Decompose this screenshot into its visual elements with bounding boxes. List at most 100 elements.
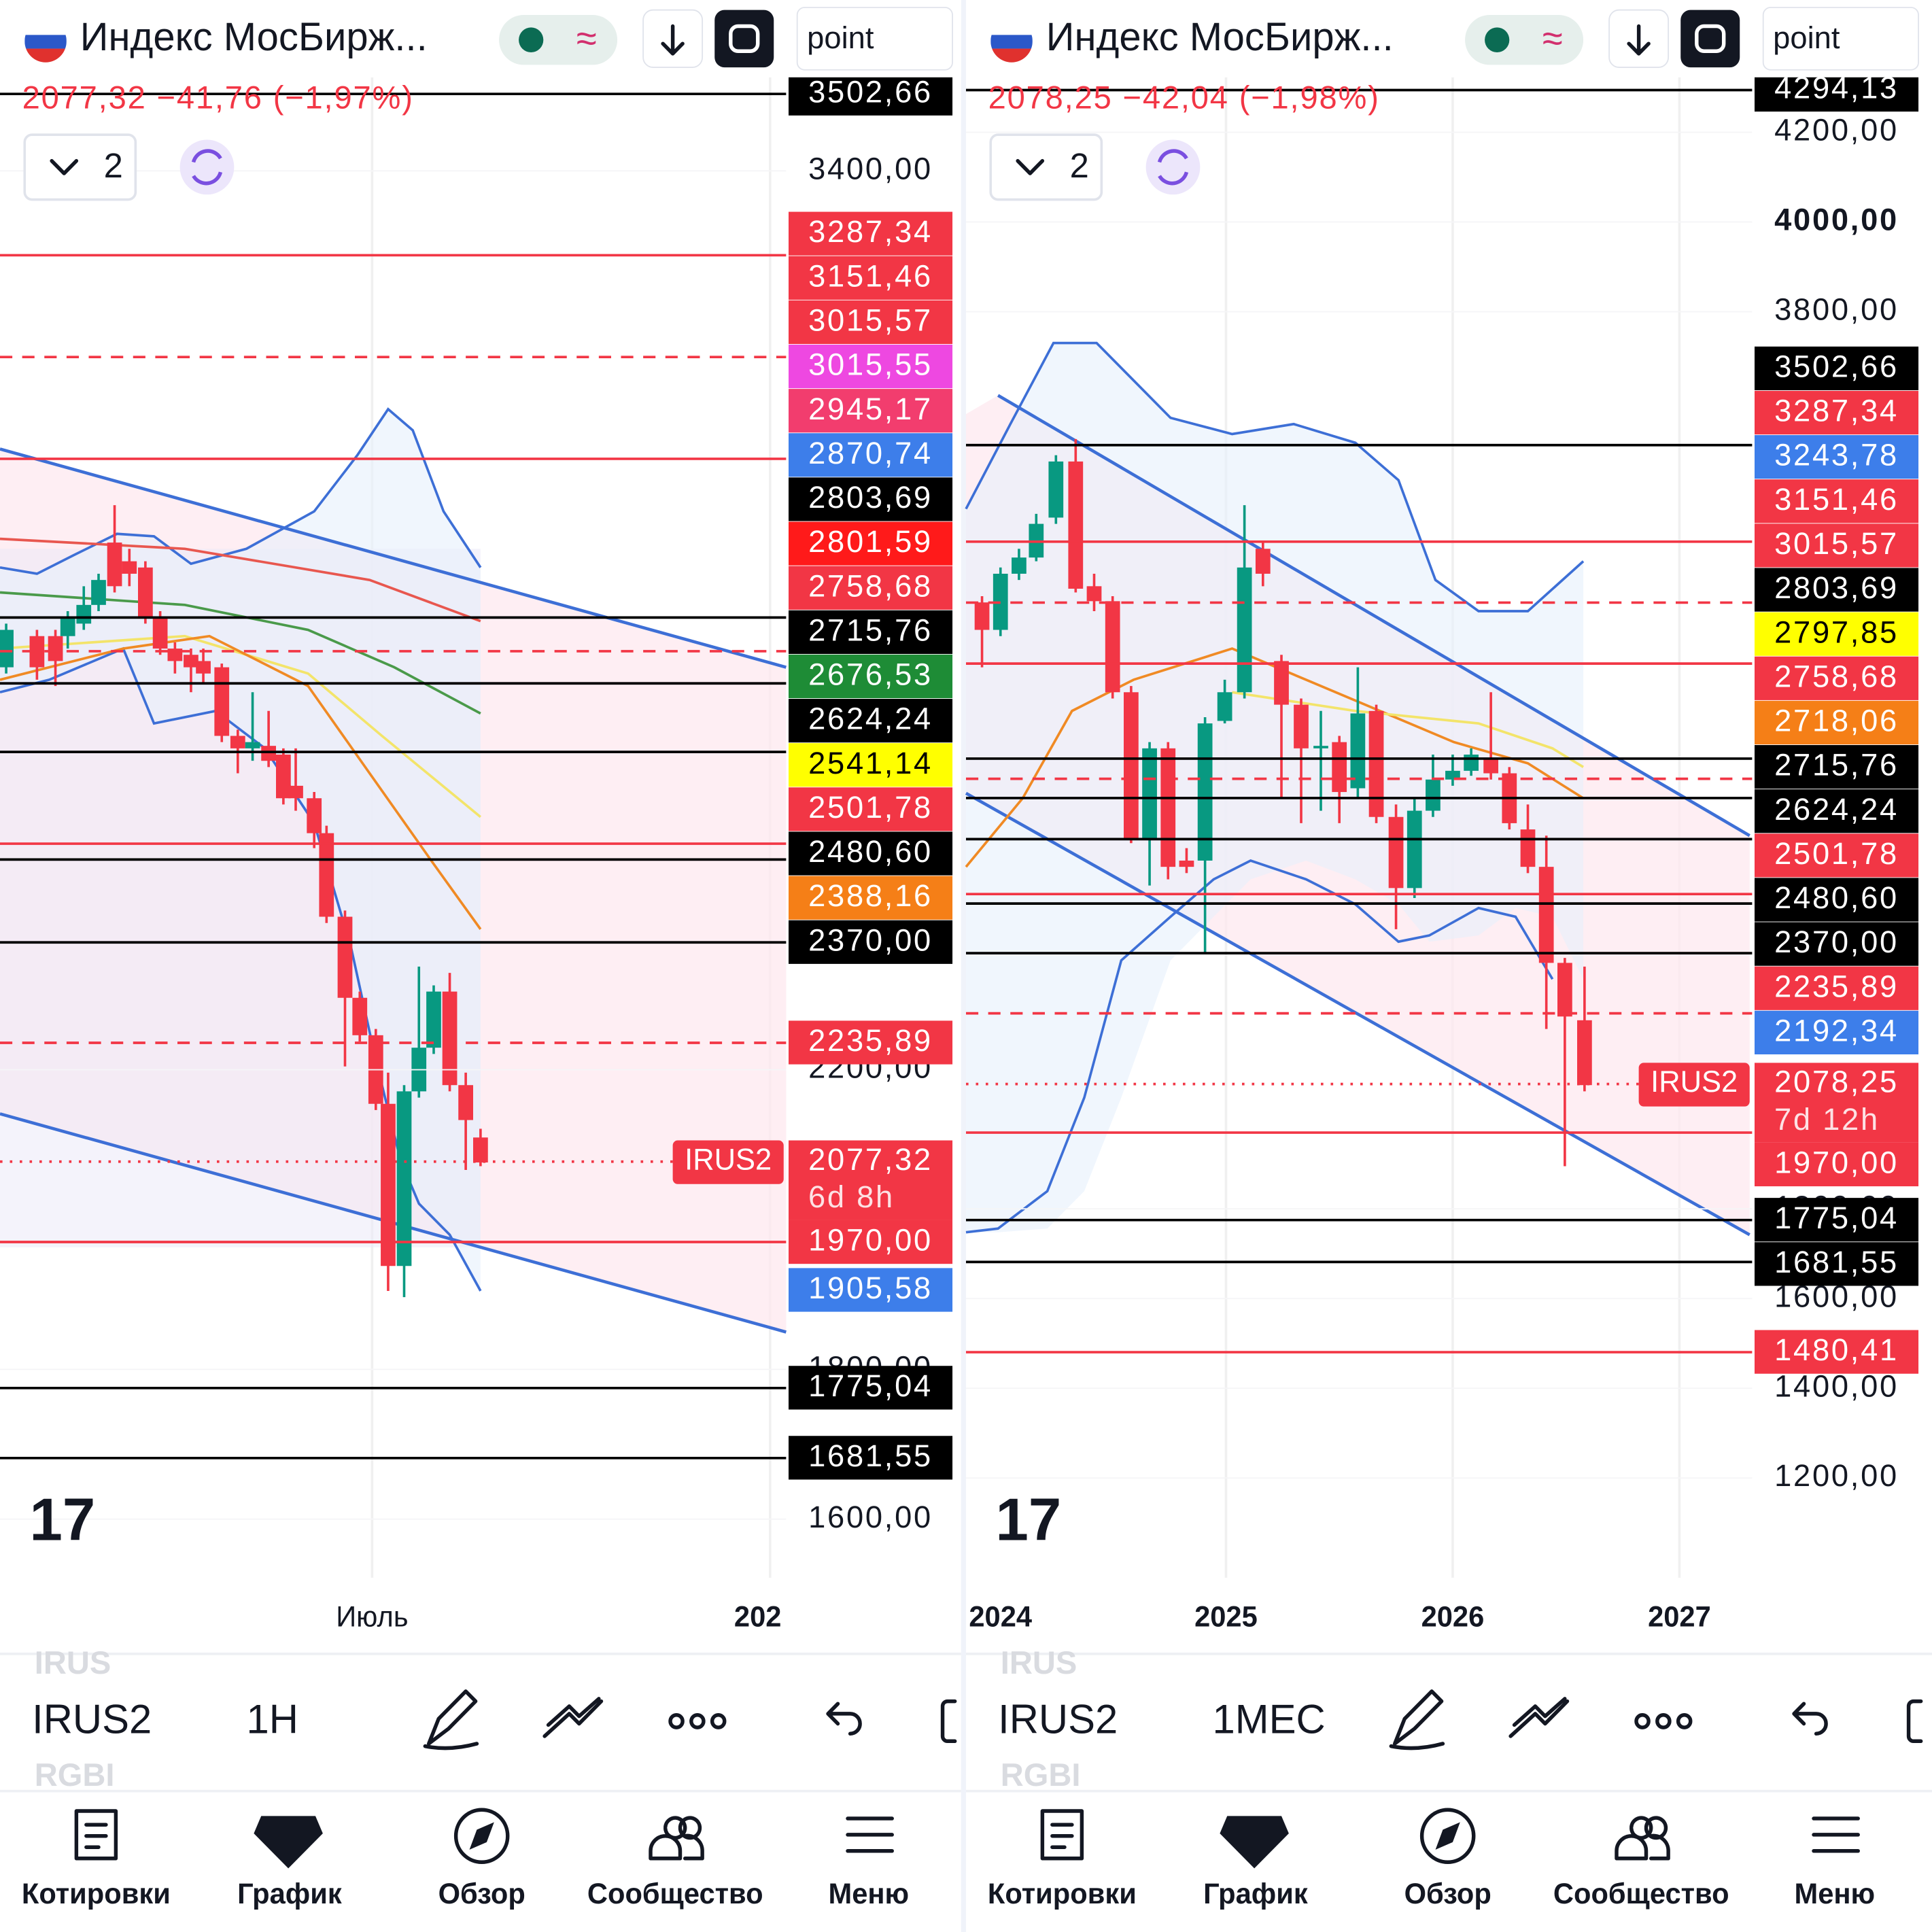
price-box	[789, 699, 953, 743]
candle-body	[1160, 748, 1176, 867]
band-upper	[0, 407, 482, 575]
more-icon[interactable]	[668, 1713, 727, 1729]
price-box	[1755, 435, 1919, 479]
nav-label[interactable]: График	[1203, 1878, 1309, 1910]
redo-icon[interactable]	[940, 1699, 957, 1744]
indicator-count: 2	[104, 146, 123, 185]
symbol-tag-label: IRUS2	[685, 1143, 772, 1176]
candle-body	[245, 742, 260, 748]
chevron	[1016, 158, 1045, 175]
nav-label[interactable]: Сообщество	[587, 1878, 763, 1910]
candle-body	[1426, 779, 1441, 811]
candle-body	[1217, 692, 1232, 721]
price-box	[789, 521, 953, 566]
refresh-button[interactable]	[1145, 139, 1201, 195]
mode-field[interactable]	[1762, 7, 1919, 71]
fullscreen-button[interactable]	[714, 10, 774, 68]
nav-icon[interactable]	[1220, 1816, 1289, 1869]
nav-icon[interactable]	[1040, 1809, 1084, 1861]
nav-label[interactable]: Обзор	[1404, 1878, 1491, 1910]
price-label: 2758,68	[1774, 659, 1899, 693]
status-pill[interactable]	[1465, 15, 1584, 65]
candle-body	[307, 798, 322, 833]
price-label: 2715,76	[1774, 747, 1899, 782]
fullscreen-button[interactable]	[1680, 10, 1740, 68]
symbol-tag	[1638, 1063, 1750, 1107]
candle-body	[276, 755, 291, 799]
price-box	[789, 1220, 953, 1264]
price-label: 2715,76	[808, 613, 933, 647]
price-box	[1755, 1142, 1919, 1187]
candle-body	[1407, 810, 1422, 889]
candle-body	[122, 561, 137, 574]
status-pill[interactable]	[499, 15, 618, 65]
candle-body	[0, 629, 14, 668]
collapse-button[interactable]	[989, 133, 1103, 201]
symbol[interactable]: IRUS2	[998, 1696, 1118, 1742]
interval[interactable]: 1МЕС	[1213, 1696, 1326, 1742]
refresh-button[interactable]	[179, 139, 235, 195]
price-box	[789, 71, 953, 116]
price-label: 1480,41	[1774, 1332, 1899, 1367]
candle-body	[1464, 755, 1479, 771]
candle-body	[1368, 710, 1384, 817]
nav-icon[interactable]	[74, 1809, 118, 1861]
collapse-button[interactable]	[23, 133, 137, 201]
status-dot	[519, 27, 544, 53]
nav-icon[interactable]	[1419, 1808, 1476, 1865]
price-box	[789, 477, 953, 521]
price-box	[1755, 612, 1919, 656]
price-scale: 3400,002200,001800,001600,003502,663287,…	[0, 71, 953, 1534]
candle-body	[426, 991, 441, 1048]
ma	[1232, 691, 1584, 768]
candle-body	[1012, 557, 1027, 574]
status-dot	[1485, 27, 1510, 53]
candle-body	[1332, 742, 1347, 793]
y-tick-label: 3800,00	[1774, 292, 1899, 326]
redo-icon[interactable]	[1906, 1699, 1923, 1744]
price-box	[1755, 1010, 1919, 1054]
panel: 3400,002200,001800,001600,003502,663287,…	[0, 0, 961, 1910]
candle-body	[107, 542, 122, 587]
price-box	[789, 344, 953, 389]
next-symbol: RGBI	[35, 1757, 115, 1793]
candle-body	[1350, 713, 1366, 789]
nav-label[interactable]: Котировки	[22, 1878, 171, 1910]
price-box	[789, 1268, 953, 1312]
nav-label[interactable]: Обзор	[438, 1878, 525, 1910]
price-label: 3015,57	[1774, 526, 1899, 561]
nav-icon[interactable]	[846, 1816, 894, 1853]
candle-body	[442, 991, 458, 1086]
nav-label[interactable]: Котировки	[988, 1878, 1137, 1910]
more-icon[interactable]	[1634, 1713, 1693, 1729]
nav-icon[interactable]	[1812, 1816, 1860, 1853]
patterns-icon[interactable]	[1508, 1697, 1570, 1738]
price-box	[789, 389, 953, 433]
patterns-icon[interactable]	[542, 1697, 604, 1738]
candles	[0, 505, 488, 1298]
nav-label[interactable]: Меню	[1794, 1878, 1875, 1910]
y-tick-label: 1400,00	[1774, 1368, 1899, 1403]
nav-icon[interactable]	[453, 1808, 510, 1865]
undo-icon[interactable]	[1792, 1702, 1828, 1736]
price-box	[789, 300, 953, 345]
nav-icon[interactable]	[649, 1816, 704, 1861]
nav-label[interactable]: Сообщество	[1553, 1878, 1729, 1910]
interval[interactable]: 1H	[247, 1696, 298, 1742]
undo-icon[interactable]	[826, 1702, 862, 1736]
symbol[interactable]: IRUS2	[32, 1696, 152, 1742]
draw-icon[interactable]	[423, 1689, 479, 1750]
nav-icon[interactable]	[1615, 1816, 1670, 1861]
mode-field[interactable]	[796, 7, 953, 71]
symbol-title[interactable]: Индекс МосБирж...	[80, 15, 428, 59]
price-label: 2235,89	[808, 1023, 933, 1058]
draw-icon[interactable]	[1389, 1689, 1445, 1750]
status-icon: ≈	[576, 17, 597, 59]
price-box	[1755, 346, 1919, 390]
nav-label[interactable]: Меню	[828, 1878, 909, 1910]
symbol-title[interactable]: Индекс МосБирж...	[1046, 15, 1394, 59]
nav-icon[interactable]	[254, 1816, 323, 1869]
candle-body	[396, 1091, 412, 1266]
nav-label[interactable]: График	[237, 1878, 343, 1910]
